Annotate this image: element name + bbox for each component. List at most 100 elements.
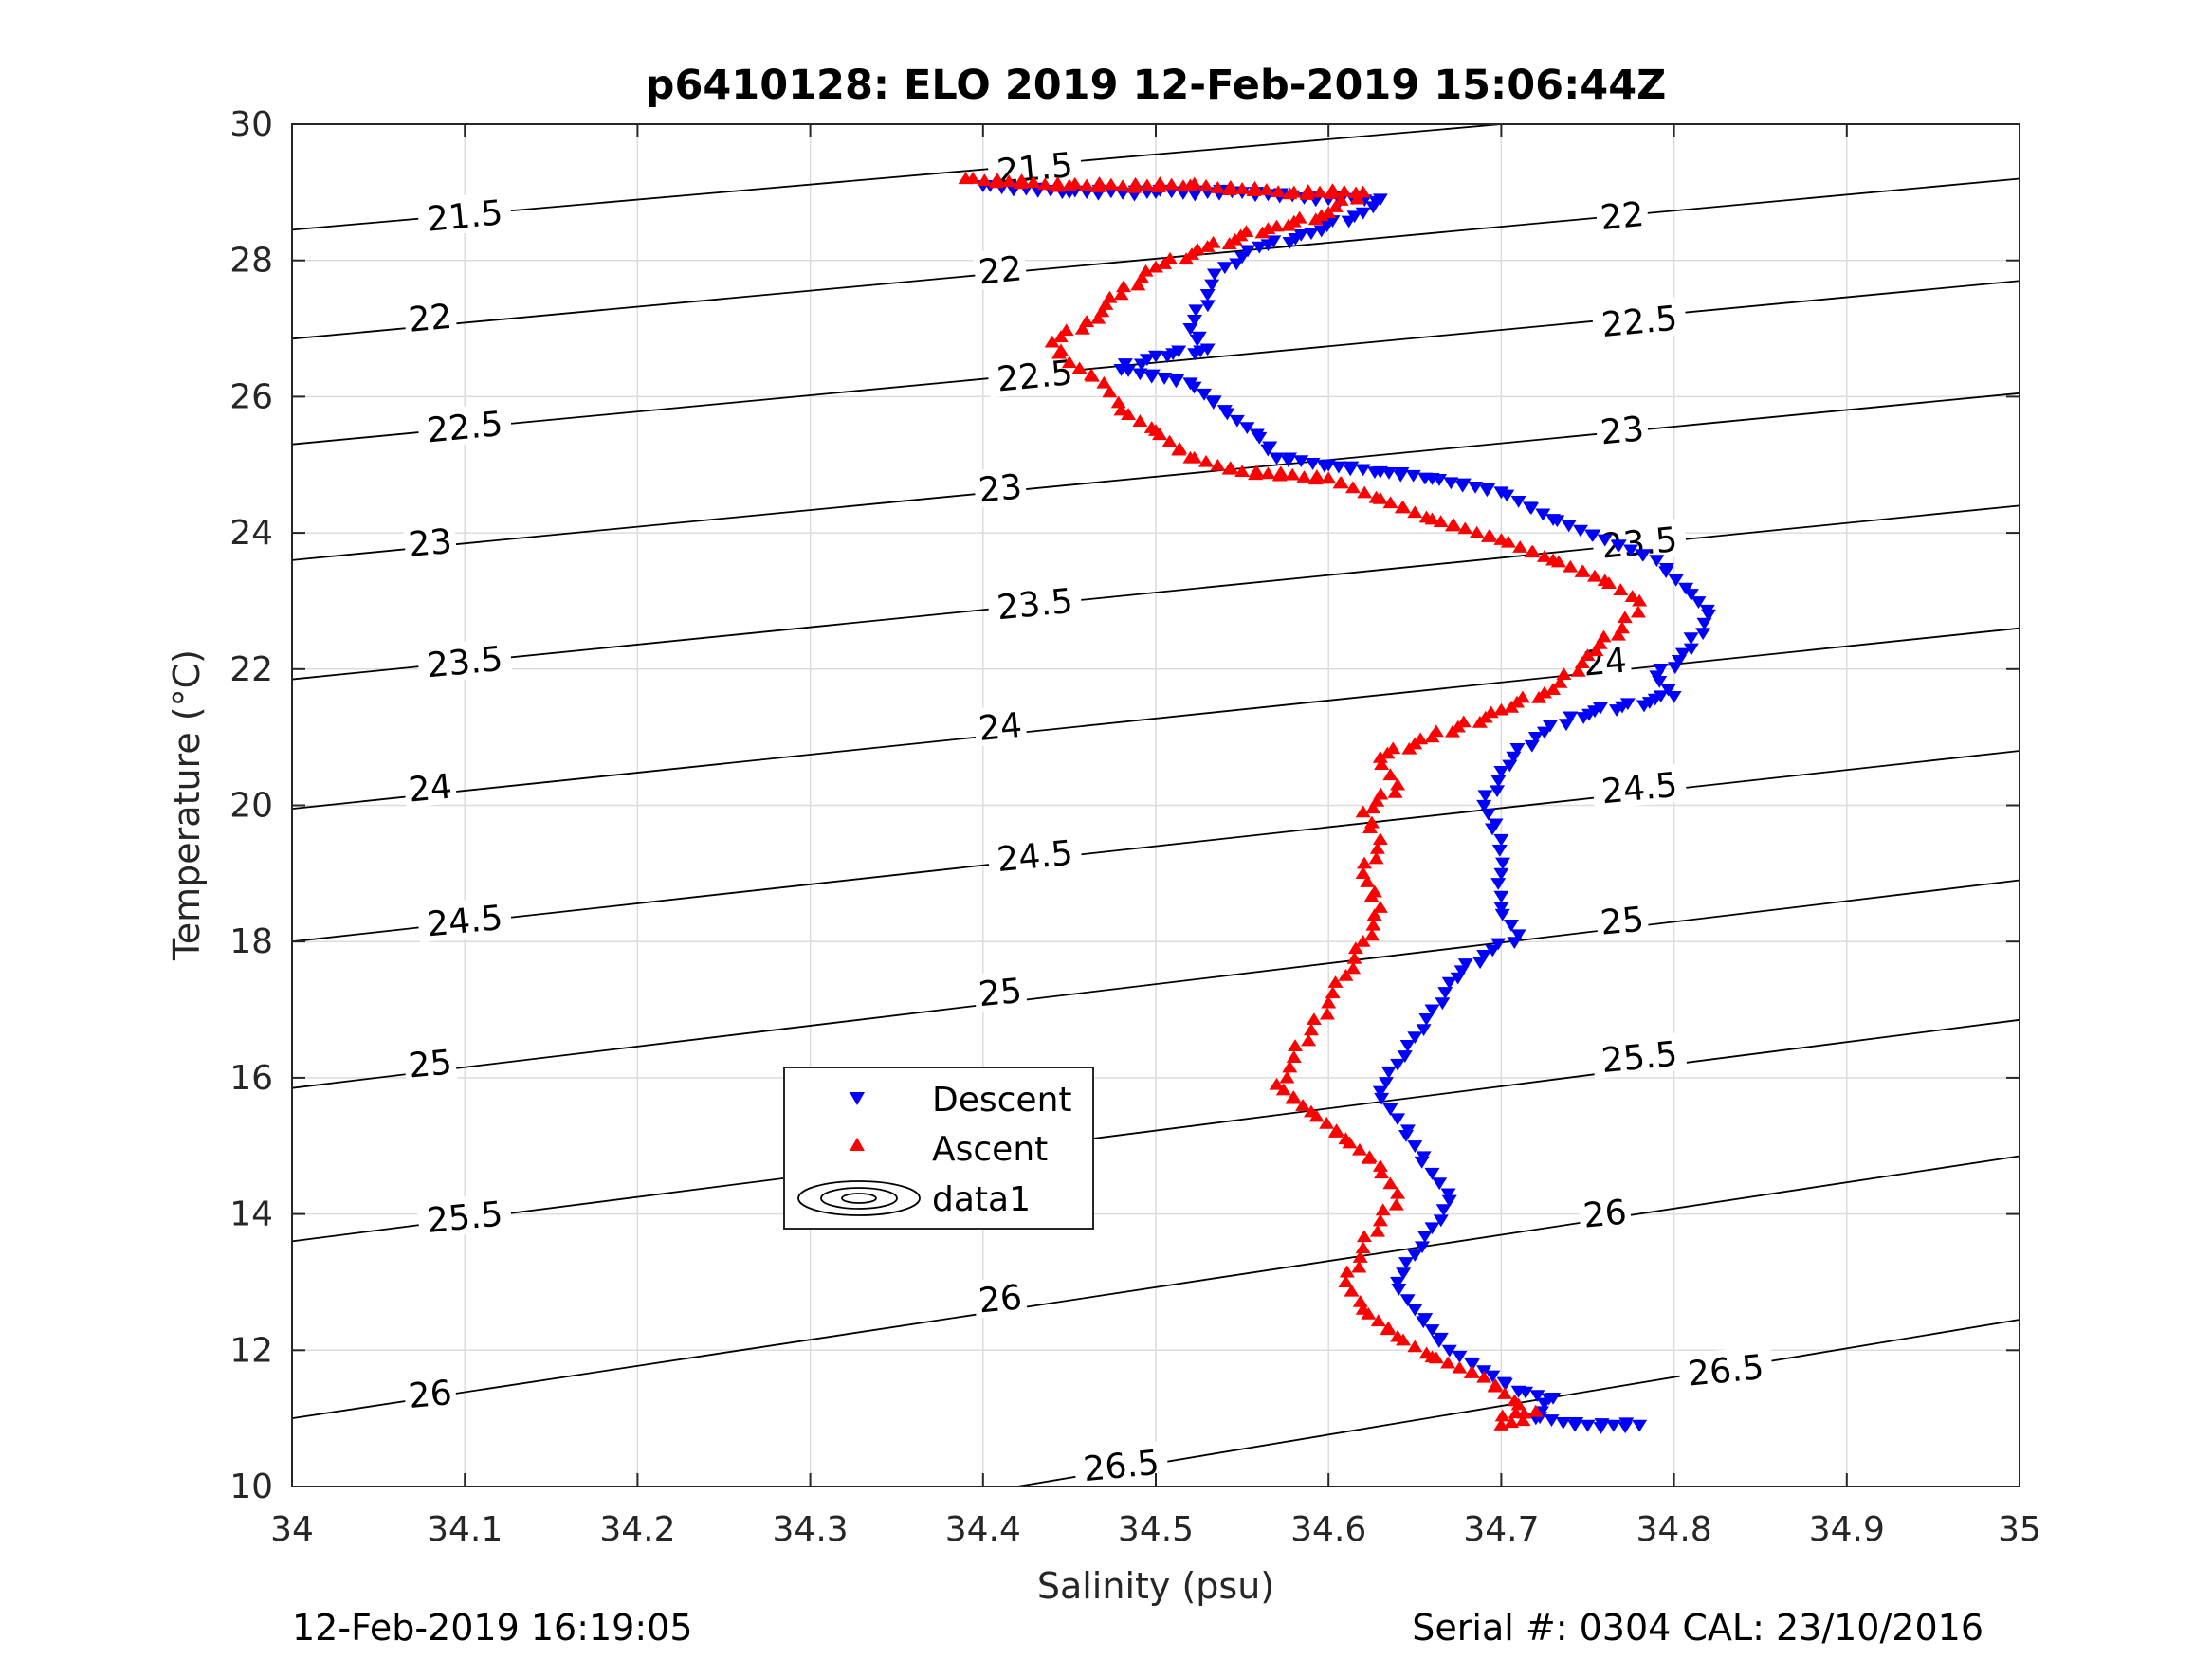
descent-point <box>1490 938 1507 951</box>
contour-label-bg <box>1577 639 1633 683</box>
descent-point <box>1216 262 1233 275</box>
ascent-point <box>1001 174 1017 188</box>
descent-point <box>1399 1039 1416 1052</box>
descent-point <box>1121 365 1137 377</box>
x-tick-label: 34.4 <box>945 1510 1021 1549</box>
descent-point <box>1132 368 1148 381</box>
ascent-point <box>1504 700 1520 713</box>
ascent-point <box>1493 702 1509 716</box>
y-tick-label: 22 <box>229 650 273 689</box>
ascent-point <box>1296 470 1312 483</box>
ascent-point <box>1374 1166 1390 1179</box>
descent-point <box>1497 1378 1513 1391</box>
contour-label-text: 24.5 <box>425 899 504 945</box>
descent-point <box>1666 690 1682 703</box>
ascent-point <box>1300 184 1316 196</box>
ascent-point <box>1372 901 1388 913</box>
contour-label-text: 24.5 <box>1600 766 1679 812</box>
descent-point <box>1667 662 1683 675</box>
descent-point <box>1580 1419 1596 1432</box>
ascent-point <box>1271 185 1287 198</box>
descent-point <box>1493 833 1509 847</box>
contour-label-bg <box>402 765 458 809</box>
descent-point <box>1490 775 1507 788</box>
descent-point <box>1493 902 1509 915</box>
ascent-point <box>1382 1176 1398 1190</box>
ascent-point <box>1624 590 1640 602</box>
y-tick-label: 26 <box>229 377 273 416</box>
ascent-point <box>1370 1314 1386 1327</box>
ascent-point <box>1382 768 1398 781</box>
contour-label: 23 <box>402 520 458 565</box>
descent-point <box>1305 458 1321 470</box>
ascent-point <box>1351 1260 1367 1273</box>
isopycnal-line-23.5 <box>291 504 2020 681</box>
ascent-point <box>1407 1340 1423 1353</box>
descent-point <box>1509 743 1526 756</box>
legend-descent-label: Descent <box>932 1081 1072 1120</box>
descent-point <box>1424 1222 1440 1235</box>
ascent-point <box>1401 741 1417 755</box>
ascent-point <box>1186 450 1202 464</box>
ascent-point <box>1052 330 1069 343</box>
x-tick-label: 34.2 <box>599 1510 675 1549</box>
ascent-point <box>1198 454 1215 467</box>
ascent-point <box>1361 1306 1377 1320</box>
contour-label: 23.5 <box>986 578 1083 628</box>
contour-label-bg <box>1594 192 1650 236</box>
ascent-point <box>977 173 993 187</box>
contour-label-text: 26.5 <box>1082 1444 1161 1490</box>
ascent-point <box>1301 1033 1317 1047</box>
ascent-point <box>1275 1083 1291 1096</box>
ascent-point <box>1221 237 1237 249</box>
contour-label: 22 <box>973 246 1028 293</box>
descent-point <box>1632 1419 1648 1432</box>
descent-point <box>1418 1013 1435 1026</box>
descent-point <box>1443 477 1459 490</box>
descent-point <box>1252 431 1268 445</box>
ascent-point <box>1014 173 1030 186</box>
contour-label-bg <box>973 465 1028 508</box>
contour-label-bg <box>402 295 458 338</box>
contour-label-text: 24 <box>407 767 454 810</box>
contour-label: 26.5 <box>1072 1440 1170 1490</box>
contour-label-bg <box>1591 296 1688 343</box>
ascent-point <box>1286 185 1302 198</box>
descent-point <box>1535 508 1551 521</box>
ascent-point <box>1152 176 1168 189</box>
ascent-point <box>1372 751 1388 763</box>
contour-label-text: 26 <box>1581 1193 1629 1235</box>
descent-point <box>1133 358 1149 372</box>
descent-point <box>1563 711 1579 724</box>
ascent-point <box>1563 559 1579 573</box>
descent-point <box>1455 478 1472 491</box>
ascent-point <box>1355 866 1371 879</box>
ascent-point <box>1280 218 1296 231</box>
contour-label-bg <box>402 1041 458 1085</box>
descent-point <box>1407 1249 1423 1262</box>
descent-point <box>1341 215 1357 228</box>
isopycnal-line-24.5 <box>291 750 2020 943</box>
ascent-point <box>1339 1265 1355 1278</box>
ascent-point <box>1428 1351 1444 1364</box>
ascent-point <box>1051 346 1068 359</box>
ascent-point <box>1632 593 1648 607</box>
descent-point <box>1468 482 1484 494</box>
descent-point <box>1207 268 1223 282</box>
ascent-point <box>1286 1050 1302 1063</box>
contour-label-text: 23 <box>407 522 454 565</box>
contour-label-text: 24.5 <box>996 834 1075 881</box>
contour-label-text: 21.5 <box>425 193 504 240</box>
contour-label: 24.5 <box>986 830 1083 881</box>
contour-label: 25 <box>402 1041 458 1086</box>
descent-point <box>1683 589 1699 601</box>
ascent-point <box>1365 801 1381 814</box>
ascent-point <box>1630 605 1646 618</box>
ascent-point <box>1161 434 1178 447</box>
ascent-point <box>1587 569 1603 582</box>
legend-descent-marker <box>850 1092 865 1105</box>
ascent-point <box>1279 1070 1295 1084</box>
descent-point <box>1493 765 1509 778</box>
descent-point <box>1450 972 1466 985</box>
ascent-point <box>1319 1007 1335 1020</box>
